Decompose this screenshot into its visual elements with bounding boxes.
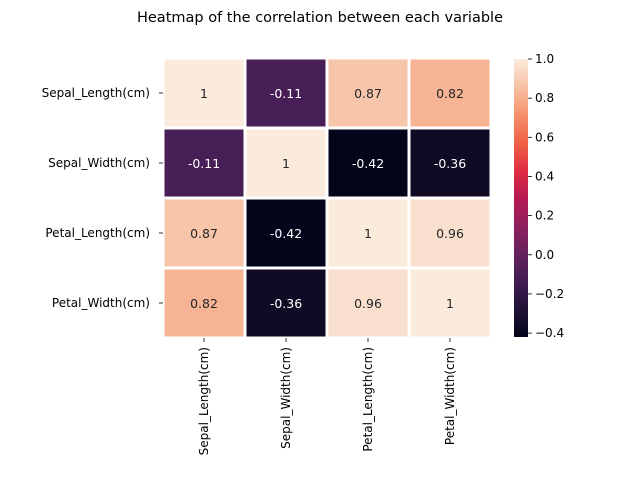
cell-value-label-r2-c1: -0.42 <box>270 226 302 241</box>
y-tick-label-3: Petal_Width(cm) <box>52 296 150 310</box>
chart-title: Heatmap of the correlation between each … <box>137 10 503 26</box>
colorbar-tick-label-6: 0.8 <box>535 91 554 105</box>
colorbar-gradient <box>514 59 528 337</box>
x-axis: Sepal_Length(cm) Sepal_Width(cm) Petal_Len… <box>197 338 457 455</box>
colorbar-tick-label-4: 0.4 <box>535 169 554 183</box>
y-tick-label-0: Sepal_Length(cm) <box>42 86 150 100</box>
x-tick-label-0: Sepal_Length(cm) <box>197 347 211 455</box>
heatmap-cell-r2-c3 <box>407 196 493 270</box>
colorbar-tick-label-5: 0.6 <box>535 130 554 144</box>
cell-value-label-r3-c1: -0.36 <box>270 296 302 311</box>
colorbar-tick-label-7: 1.0 <box>535 52 554 66</box>
cell-value-label-r1-c3: -0.36 <box>434 156 466 171</box>
cell-value-label-r3-c3: 1 <box>446 296 454 311</box>
heatmap-cell-r1-c3 <box>407 126 493 200</box>
cell-value-label-r0-c1: -0.11 <box>270 86 302 101</box>
x-tick-label-1: Sepal_Width(cm) <box>279 347 293 449</box>
cell-value-label-r0-c0: 1 <box>200 86 208 101</box>
cell-value-label-r0-c2: 0.87 <box>354 86 382 101</box>
cell-value-label-r2-c2: 1 <box>364 226 372 241</box>
y-axis: Sepal_Length(cm) Sepal_Width(cm) Petal_Len… <box>42 86 163 310</box>
cell-value-label-r1-c1: 1 <box>282 156 290 171</box>
heatmap-cell-labels: 1 -0.11 0.87 0.82 -0.11 1 -0.42 -0.36 0.87 -0.42 1… <box>188 86 466 311</box>
colorbar-tick-label-2: 0.0 <box>535 248 554 262</box>
heatmap-cell-r2-c1 <box>243 196 329 270</box>
heatmap-cells <box>161 56 493 340</box>
colorbar-tick-label-3: 0.2 <box>535 209 554 223</box>
y-tick-label-1: Sepal_Width(cm) <box>48 156 150 170</box>
colorbar: −0.4 −0.2 0.0 0.2 0.4 0.6 0.8 1.0 <box>514 52 564 340</box>
x-tick-label-3: Petal_Width(cm) <box>443 347 457 445</box>
heatmap-cell-r3-c1 <box>243 266 329 340</box>
cell-value-label-r3-c2: 0.96 <box>354 296 382 311</box>
heatmap-cell-r1-c1 <box>243 126 329 200</box>
cell-value-label-r3-c0: 0.82 <box>190 296 218 311</box>
x-tick-label-2: Petal_Length(cm) <box>361 347 375 452</box>
colorbar-tick-label-0: −0.4 <box>535 326 564 340</box>
y-tick-label-2: Petal_Length(cm) <box>45 226 150 240</box>
cell-value-label-r1-c2: -0.42 <box>352 156 384 171</box>
cell-value-label-r2-c0: 0.87 <box>190 226 218 241</box>
cell-value-label-r2-c3: 0.96 <box>436 226 464 241</box>
heatmap-cell-r3-c3 <box>407 266 493 340</box>
cell-value-label-r1-c0: -0.11 <box>188 156 220 171</box>
heatmap-cell-r0-c3 <box>407 56 493 130</box>
cell-value-label-r0-c3: 0.82 <box>436 86 464 101</box>
colorbar-tick-label-1: −0.2 <box>535 287 564 301</box>
